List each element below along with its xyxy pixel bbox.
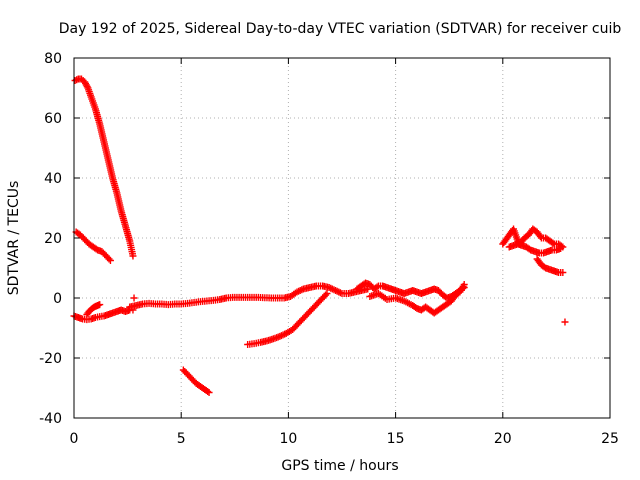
- series-arc-rising-from-minus15: [244, 290, 331, 348]
- data-point: [332, 287, 340, 294]
- plot-frame: [73, 57, 611, 419]
- data-point: [276, 332, 284, 340]
- data-point: [536, 233, 544, 240]
- y-tick-label: 20: [44, 231, 62, 247]
- data-point: [296, 287, 304, 294]
- data-point: [559, 269, 567, 276]
- y-tick-label: 60: [44, 111, 62, 127]
- y-tick-label: -20: [39, 351, 62, 367]
- data-point: [105, 255, 113, 263]
- data-point: [205, 389, 213, 396]
- data-point: [323, 290, 331, 297]
- data-point: [130, 294, 138, 302]
- grid-layer: [74, 58, 610, 418]
- series-arc-evening-mid: [505, 240, 565, 257]
- data-point: [333, 287, 341, 295]
- data-point: [129, 252, 137, 260]
- data-point: [204, 388, 212, 395]
- series-arc-noisy-dip: [366, 281, 468, 317]
- x-tick-label: 0: [70, 431, 79, 447]
- data-point: [336, 289, 344, 297]
- y-axis-label: SDTVAR / TECUs: [6, 181, 22, 296]
- series-arc-mid-descending: [72, 228, 114, 264]
- x-tick-label: 15: [387, 431, 405, 447]
- y-tick-label: -40: [39, 411, 62, 427]
- y-tick-label: 40: [44, 171, 62, 187]
- data-point: [460, 281, 468, 288]
- data-point: [364, 285, 372, 293]
- data-point: [293, 288, 301, 296]
- data-point: [83, 83, 91, 90]
- series-isolated-points: [129, 294, 569, 326]
- x-tick-label: 25: [601, 431, 619, 447]
- data-point: [335, 288, 343, 296]
- data-point: [328, 285, 336, 293]
- data-point: [322, 291, 330, 299]
- y-tick-label: 80: [44, 51, 62, 67]
- points-layer: [70, 75, 569, 396]
- series-arc-evening-lower: [533, 255, 567, 276]
- data-point: [373, 283, 381, 291]
- x-tick-label: 5: [177, 431, 186, 447]
- series-arc-early-rise: [83, 301, 104, 318]
- data-point: [557, 245, 565, 252]
- data-point: [71, 77, 79, 84]
- data-point: [325, 284, 333, 291]
- chart-title: Day 192 of 2025, Sidereal Day-to-day VTE…: [59, 21, 622, 37]
- series-arc-early-flat: [70, 306, 134, 324]
- series-arc-zero-band: [126, 282, 372, 311]
- series-arc-high-descending: [71, 75, 137, 260]
- data-point: [277, 332, 285, 340]
- data-point: [106, 257, 114, 264]
- data-point: [279, 331, 287, 339]
- data-point: [327, 284, 335, 292]
- x-tick-label: 20: [494, 431, 512, 447]
- data-point: [549, 239, 557, 247]
- x-axis-label: GPS time / hours: [281, 458, 398, 474]
- data-point: [561, 318, 569, 326]
- series-arc-low-negative: [179, 366, 213, 396]
- data-point: [96, 301, 104, 309]
- data-point: [298, 286, 306, 294]
- data-point: [129, 306, 137, 314]
- data-point: [330, 286, 338, 294]
- y-tick-label: 0: [53, 291, 62, 307]
- data-point: [295, 287, 303, 295]
- x-tick-label: 10: [279, 431, 297, 447]
